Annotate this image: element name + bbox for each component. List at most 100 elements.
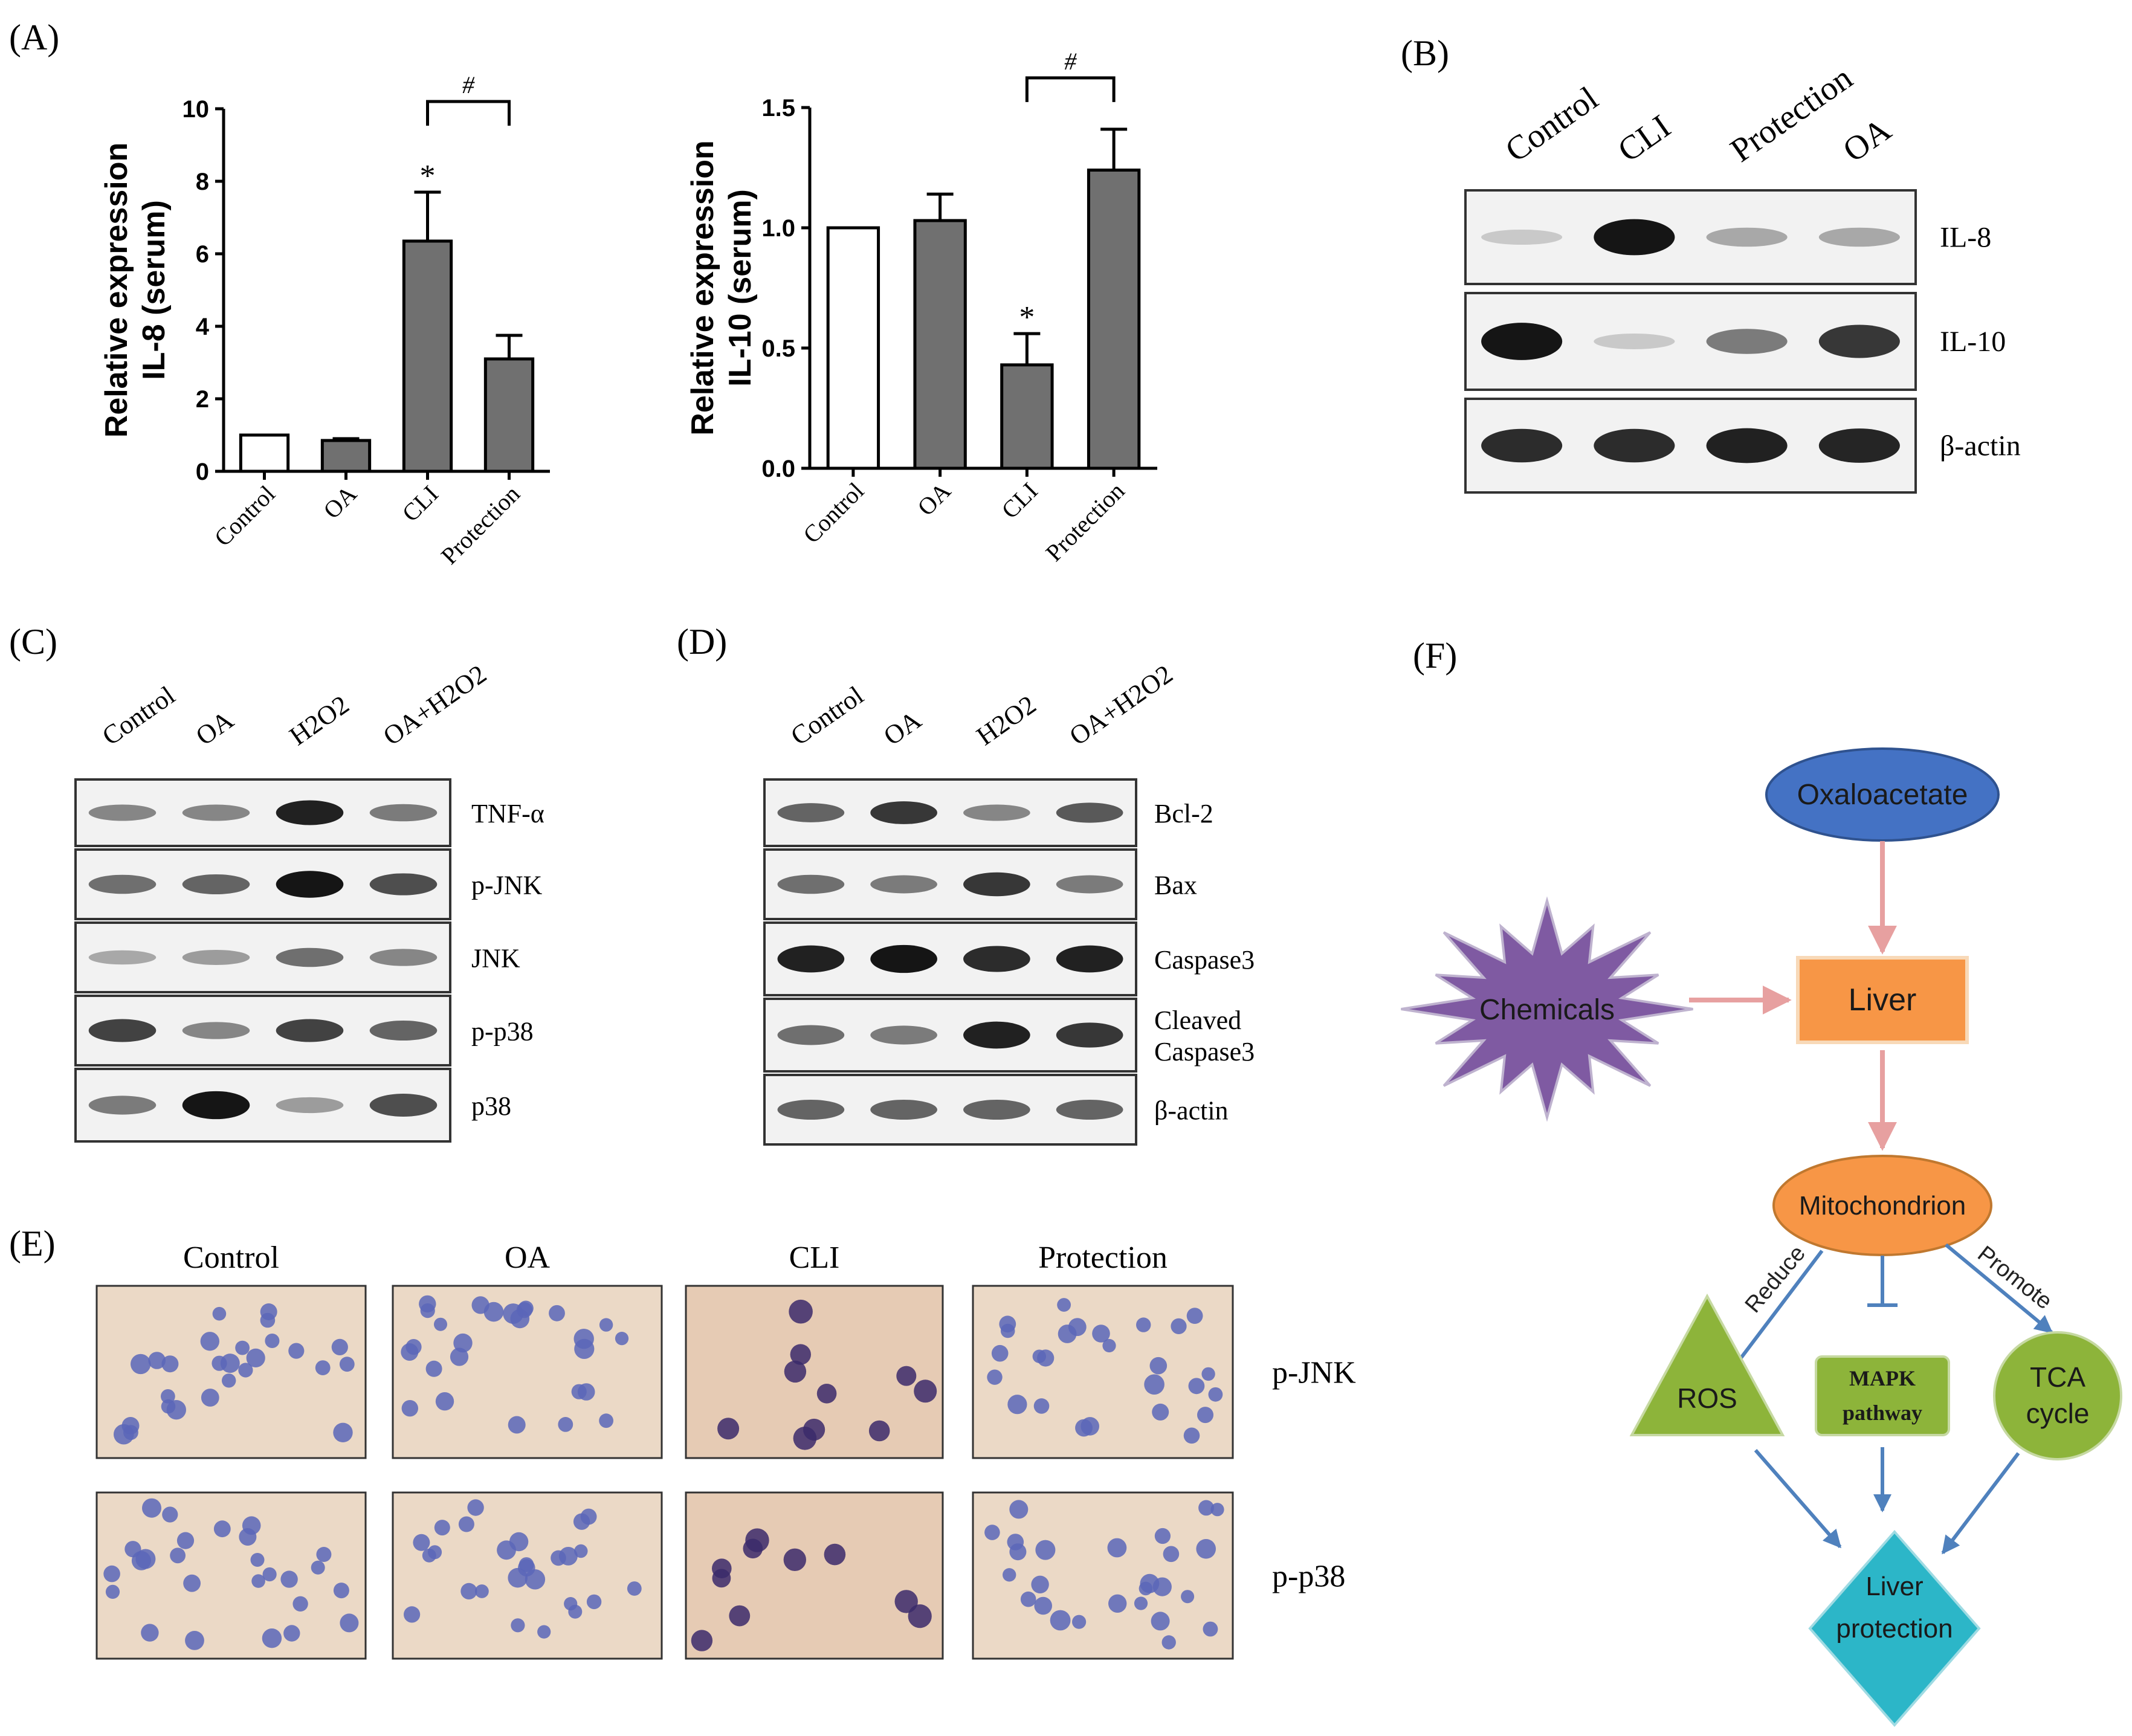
panel-label-f: (F) xyxy=(1413,636,1457,676)
bar-control xyxy=(826,226,880,470)
nucleus xyxy=(559,1547,578,1566)
nucleus xyxy=(262,1567,277,1582)
bar-oa xyxy=(320,439,372,473)
mechanism-diagram: Oxaloacetate Chemicals Liver Mitochondri… xyxy=(1401,747,2122,1728)
band xyxy=(369,1020,438,1041)
panel-label-d: (D) xyxy=(677,622,727,662)
nucleus xyxy=(586,1594,602,1610)
band xyxy=(1056,945,1123,973)
nucleus xyxy=(222,1373,236,1388)
nucleus xyxy=(1102,1338,1116,1353)
nucleus xyxy=(991,1344,1009,1362)
nucleus xyxy=(212,1355,227,1371)
nucleus xyxy=(1197,1407,1213,1424)
y-tick-label: 1.5 xyxy=(761,95,795,121)
y-tick-label: 2 xyxy=(196,386,209,413)
western-blot-c: Control OA H2O2 OA+H2O2 TNF-α p-JNK JNK p-p38 p3… xyxy=(74,659,544,1143)
nucleus xyxy=(260,1312,276,1328)
histology-column-label: Protection xyxy=(1038,1241,1168,1275)
nucleus xyxy=(1107,1538,1127,1558)
band xyxy=(777,1099,845,1120)
nucleus xyxy=(435,1392,454,1411)
blot-row: β-actin xyxy=(763,1074,1229,1146)
blot-row: p-JNK xyxy=(74,848,543,920)
band xyxy=(870,801,937,824)
row-label: IL-10 xyxy=(1940,326,2006,358)
nucleus xyxy=(784,1360,807,1383)
row-label: β-actin xyxy=(1154,1096,1229,1126)
histology-row-label: p-p38 xyxy=(1272,1560,1345,1594)
nucleus xyxy=(1032,1349,1047,1363)
nucleus xyxy=(599,1318,613,1332)
nucleus xyxy=(316,1547,332,1562)
lane-label: Control xyxy=(97,680,180,751)
band xyxy=(1056,802,1123,823)
nucleus xyxy=(1033,1398,1050,1414)
nucleus xyxy=(627,1581,642,1596)
il8-bar-chart: 0 2 4 6 8 10 Relative expressionIL-8 (serum) Co… xyxy=(99,71,550,570)
band xyxy=(1056,875,1123,894)
band xyxy=(88,874,157,894)
nucleus xyxy=(868,1420,890,1442)
bar-protection xyxy=(483,357,535,473)
nucleus xyxy=(1092,1325,1110,1343)
nucleus xyxy=(292,1596,308,1612)
band xyxy=(777,945,845,973)
nucleus xyxy=(1198,1500,1214,1516)
lane-label: Protection xyxy=(1724,59,1859,170)
nucleus xyxy=(161,1355,179,1373)
nucleus xyxy=(1183,1427,1200,1444)
band xyxy=(777,803,845,822)
liver-protection-label: Liver xyxy=(1866,1572,1923,1601)
nucleus xyxy=(914,1379,937,1403)
panel-label-b: (B) xyxy=(1401,33,1449,73)
mapk-node xyxy=(1815,1355,1950,1436)
blot-row: IL-8 xyxy=(1464,189,1991,285)
band xyxy=(276,1019,344,1042)
comparison-bracket xyxy=(426,100,511,126)
histology-image xyxy=(972,1491,1234,1660)
nucleus xyxy=(425,1360,442,1377)
nucleus xyxy=(315,1360,331,1376)
nucleus xyxy=(824,1543,846,1566)
nucleus xyxy=(311,1560,325,1575)
nucleus xyxy=(729,1605,751,1627)
y-axis-label-line: IL-10 (serum) xyxy=(723,189,758,387)
band xyxy=(369,949,438,966)
nucleus xyxy=(1034,1596,1052,1615)
nucleus xyxy=(1020,1591,1036,1607)
band xyxy=(1818,324,1900,358)
band xyxy=(1706,428,1788,463)
y-tick-label: 0.0 xyxy=(761,456,795,482)
y-axis-label: Relative expressionIL-10 (serum) xyxy=(685,140,758,435)
nucleus xyxy=(571,1384,587,1399)
nucleus xyxy=(1108,1594,1127,1613)
nucleus xyxy=(712,1569,731,1588)
nucleus xyxy=(213,1520,231,1538)
significance-mark: * xyxy=(420,159,436,193)
row-label: Caspase3 xyxy=(1154,1037,1255,1066)
lane-label: OA+H2O2 xyxy=(1064,659,1178,752)
tca-label-2: cycle xyxy=(2026,1398,2090,1429)
nucleus xyxy=(1163,1546,1180,1563)
band xyxy=(963,804,1030,821)
band xyxy=(276,1097,344,1114)
histology-image xyxy=(95,1491,367,1660)
nucleus xyxy=(200,1332,219,1351)
x-tick-label: OA xyxy=(318,480,362,524)
y-tick-label: 10 xyxy=(183,96,210,123)
nucleus xyxy=(1151,1612,1170,1631)
nucleus xyxy=(283,1625,300,1642)
nucleus xyxy=(790,1344,812,1365)
band xyxy=(870,1025,937,1045)
nucleus xyxy=(1035,1540,1056,1560)
band xyxy=(1594,334,1675,349)
arrow-ros-protection xyxy=(1754,1449,1842,1549)
nucleus xyxy=(420,1303,435,1318)
nucleus xyxy=(135,1549,156,1569)
liver-protection-label-2: protection xyxy=(1836,1614,1953,1644)
x-tick-label: Protection xyxy=(436,480,525,570)
blot-row: p-p38 xyxy=(74,995,534,1066)
